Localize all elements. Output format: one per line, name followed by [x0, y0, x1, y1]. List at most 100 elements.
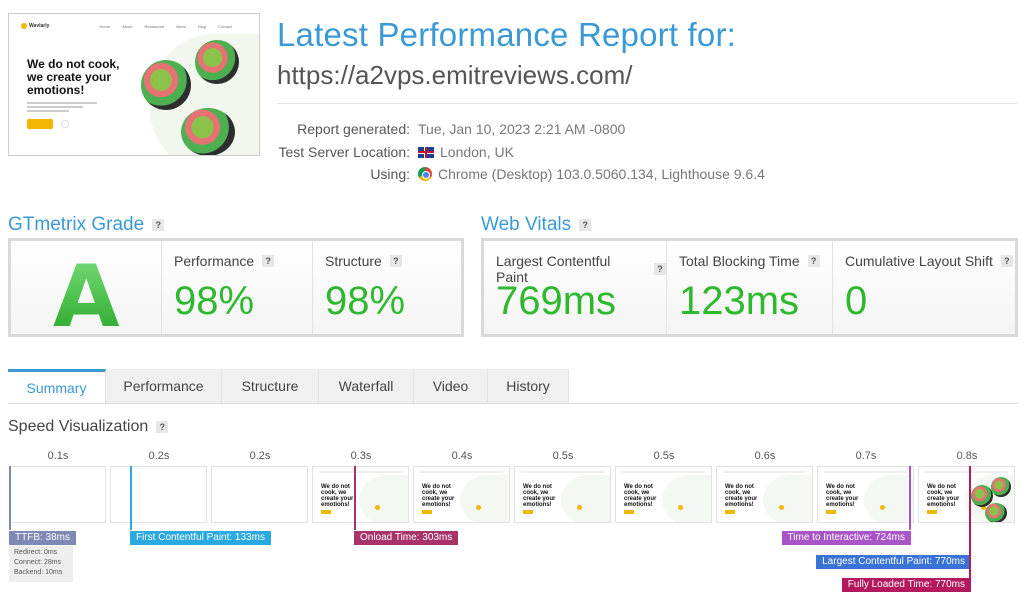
- marker-line-onload: [354, 466, 356, 530]
- help-icon[interactable]: ?: [389, 255, 402, 267]
- speed-visualization-heading: Speed Visualization ?: [8, 418, 169, 436]
- frame-dot: [880, 505, 885, 510]
- chrome-icon: [418, 167, 432, 181]
- filmstrip-frame[interactable]: [110, 466, 207, 523]
- frame-dot: [779, 505, 784, 510]
- tab-structure[interactable]: Structure: [222, 369, 319, 403]
- frame-nav: [925, 471, 1008, 473]
- frame-dot: [577, 505, 582, 510]
- thumbnail-food-bowl-icon: [141, 60, 191, 110]
- tab-performance[interactable]: Performance: [106, 369, 222, 403]
- header-divider: [277, 103, 1017, 104]
- help-icon[interactable]: ?: [1000, 255, 1013, 267]
- filmstrip-frame[interactable]: [211, 466, 308, 523]
- thumbnail-play-icon: [61, 120, 69, 128]
- frame-dot: [375, 505, 380, 510]
- tbt-value: 123ms: [679, 279, 800, 323]
- timeline-time-label: 0.1s: [47, 450, 69, 462]
- frame-cta: [523, 510, 533, 514]
- marker-line-fully: [969, 466, 971, 578]
- timeline-time-label: 0.8s: [956, 450, 978, 462]
- marker-label-onload: Onload Time: 303ms: [354, 531, 459, 545]
- ttfb-details: Redirect: 0ms Connect: 28ms Backend: 10m…: [9, 546, 73, 582]
- filmstrip-frame[interactable]: We do not cook, we create your emotions!: [817, 466, 914, 523]
- marker-label-fcp: First Contentful Paint: 133ms: [130, 531, 271, 545]
- filmstrip-frame[interactable]: [9, 466, 106, 523]
- cls-value: 0: [845, 279, 868, 323]
- thumbnail-food-bowl-icon: [195, 40, 239, 84]
- report-url[interactable]: https://a2vps.emitreviews.com/: [277, 60, 633, 90]
- tbt-cell: Total Blocking Time? 123ms: [667, 241, 833, 334]
- filmstrip-frame[interactable]: We do not cook, we create your emotions!: [615, 466, 712, 523]
- tab-video[interactable]: Video: [414, 369, 488, 403]
- meta-using: Using: Chrome (Desktop) 103.0.5060.134, …: [370, 166, 765, 182]
- marker-label-lcp: Largest Contentful Paint: 770ms: [816, 555, 971, 569]
- tab-history[interactable]: History: [488, 369, 569, 403]
- help-icon[interactable]: ?: [152, 219, 165, 231]
- filmstrip-frame[interactable]: We do not cook, we create your emotions!: [918, 466, 1015, 523]
- help-icon[interactable]: ?: [807, 255, 820, 267]
- gtmetrix-grade-heading: GTmetrix Grade ?: [8, 214, 165, 236]
- thumbnail-nav-links: Home About Restaurant Menu Blog Contact: [99, 23, 232, 29]
- frame-dot: [476, 505, 481, 510]
- thumbnail-food-bowl-icon: [181, 108, 235, 155]
- site-thumbnail: Wavlarly Home About Restaurant Menu Blog Cont…: [8, 13, 260, 156]
- help-icon[interactable]: ?: [579, 219, 592, 231]
- timeline-time-label: 0.2s: [249, 450, 271, 462]
- marker-line-tti: [909, 466, 911, 530]
- frame-background-shape: [359, 475, 408, 522]
- thumbnail-headline: We do not cook, we create your emotions!: [27, 57, 120, 97]
- marker-label-ttfb: TTFB: 38ms: [9, 531, 77, 545]
- filmstrip-frame[interactable]: We do not cook, we create your emotions!: [514, 466, 611, 523]
- frame-headline: We do not cook, we create your emotions!: [927, 484, 960, 508]
- timeline-time-label: 0.2s: [148, 450, 170, 462]
- frame-cta: [725, 510, 735, 514]
- tab-summary[interactable]: Summary: [8, 369, 106, 403]
- frame-headline: We do not cook, we create your emotions!: [321, 484, 354, 508]
- performance-cell: Performance? 98%: [162, 241, 313, 334]
- frame-headline: We do not cook, we create your emotions!: [422, 484, 455, 508]
- frame-nav: [319, 471, 402, 473]
- help-icon[interactable]: ?: [156, 421, 169, 433]
- filmstrip-frame[interactable]: We do not cook, we create your emotions!: [716, 466, 813, 523]
- timeline-time-label: 0.3s: [350, 450, 372, 462]
- lcp-value: 769ms: [496, 279, 617, 323]
- help-icon[interactable]: ?: [262, 255, 275, 267]
- thumbnail-cta-button: [27, 119, 53, 129]
- performance-score: 98%: [174, 279, 255, 323]
- frame-headline: We do not cook, we create your emotions!: [725, 484, 758, 508]
- marker-line-ttfb: [9, 466, 11, 530]
- frame-cta: [927, 510, 937, 514]
- uk-flag-icon: [418, 146, 434, 158]
- report-tabs: Summary Performance Structure Waterfall …: [8, 369, 569, 403]
- frame-nav: [521, 471, 604, 473]
- structure-cell: Structure? 98%: [313, 241, 461, 334]
- filmstrip-frame[interactable]: We do not cook, we create your emotions!: [413, 466, 510, 523]
- marker-line-fcp: [130, 466, 132, 530]
- grade-letter: A: [53, 247, 120, 347]
- web-vitals-panel: Largest Contentful Paint? 769ms Total Bl…: [481, 238, 1018, 337]
- frame-cta: [826, 510, 836, 514]
- frame-food-bowl-icon: [971, 485, 993, 507]
- frame-background-shape: [864, 475, 913, 522]
- thumbnail-logo: Wavlarly: [21, 23, 49, 29]
- frame-background-shape: [561, 475, 610, 522]
- frame-food-bowl-icon: [985, 503, 1007, 522]
- timeline-time-label: 0.4s: [451, 450, 473, 462]
- frame-background-shape: [460, 475, 509, 522]
- frame-headline: We do not cook, we create your emotions!: [826, 484, 859, 508]
- frame-cta: [624, 510, 634, 514]
- help-icon[interactable]: ?: [654, 263, 666, 275]
- frame-dot: [678, 505, 683, 510]
- filmstrip-frame[interactable]: We do not cook, we create your emotions!: [312, 466, 409, 523]
- thumbnail-description: [27, 102, 97, 112]
- frame-nav: [824, 471, 907, 473]
- frame-background-shape: [662, 475, 711, 522]
- timeline-time-label: 0.5s: [552, 450, 574, 462]
- marker-label-tti: Time to Interactive: 724ms: [781, 531, 911, 545]
- marker-label-fully: Fully Loaded Time: 770ms: [841, 578, 971, 592]
- frame-nav: [723, 471, 806, 473]
- frame-headline: We do not cook, we create your emotions!: [523, 484, 556, 508]
- tab-waterfall[interactable]: Waterfall: [319, 369, 414, 403]
- timeline-time-label: 0.5s: [653, 450, 675, 462]
